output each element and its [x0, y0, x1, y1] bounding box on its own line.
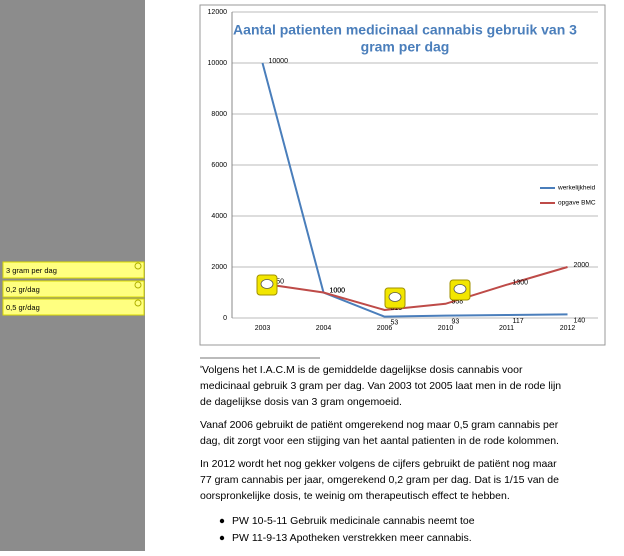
y-tick-label: 8000 [211, 111, 227, 118]
series-line [262, 266, 568, 311]
comment-close [134, 299, 142, 307]
x-tick-label: 2012 [560, 325, 576, 332]
paragraph-line: 77 gram cannabis per jaar, omgerekend 0,… [200, 474, 559, 486]
chart-title: gram per dag [361, 39, 450, 55]
chart-title: Aantal patienten medicinaal cannabis geb… [233, 22, 577, 38]
legend-label: opgave BMC [558, 200, 596, 207]
paragraph-line: medicinaal gebruik 3 gram per dag. Van 2… [200, 380, 561, 392]
comment-box [2, 298, 145, 316]
comment-bubble [453, 284, 467, 294]
data-label: 2000 [574, 262, 590, 269]
data-label: 1000 [330, 287, 346, 294]
comment-bubble [260, 279, 274, 289]
paragraph-line: oorspronkelijke dosis, te weinig om ther… [200, 490, 510, 502]
y-tick-label: 4000 [211, 213, 227, 220]
x-tick-label: 2003 [255, 325, 271, 332]
data-label: 1000 [330, 287, 346, 294]
paragraph-line: Vanaf 2006 gebruikt de patiënt omgereken… [200, 419, 559, 431]
paragraph-line: dag, dit zorgt voor een stijging van het… [200, 435, 559, 447]
data-label: 140 [574, 317, 586, 324]
paragraph-line: de dagelijkse dosis van 3 gram ongemoeid… [200, 396, 402, 408]
data-label: 10000 [269, 58, 289, 65]
comment-close [134, 281, 142, 289]
data-label: 93 [452, 318, 460, 325]
comment-box [2, 280, 145, 298]
bullet [219, 518, 225, 524]
y-tick-label: 12000 [208, 9, 228, 16]
x-tick-label: 2006 [377, 325, 393, 332]
bullet-text: PW 11-9-13 Apotheken verstrekken meer ca… [232, 532, 472, 544]
data-label: 1300 [513, 280, 529, 287]
x-tick-label: 2011 [499, 325, 514, 332]
y-tick-label: 6000 [211, 162, 227, 169]
bullet-text: PW 10-5-11 Gebruik medicinale cannabis n… [232, 515, 475, 527]
paragraph-line: In 2012 wordt het nog gekker volgens de … [200, 458, 557, 470]
y-tick-label: 10000 [208, 60, 228, 67]
comment-close [134, 262, 142, 270]
y-tick-label: 0 [223, 315, 227, 322]
series-line [261, 62, 568, 318]
x-tick-label: 2010 [438, 325, 454, 332]
data-label: 53 [391, 319, 399, 326]
bullet [219, 535, 225, 541]
x-tick-label: 2004 [316, 325, 332, 332]
paragraph-line: ʹVolgens het I.A.C.M is de gemiddelde da… [200, 364, 523, 376]
y-tick-label: 2000 [211, 264, 227, 271]
data-label: 558 [452, 299, 464, 306]
comment-box [2, 261, 145, 279]
data-label: 117 [513, 318, 524, 325]
comment-bubble [388, 292, 402, 302]
comment-text: 0,2 gr/dag [6, 285, 40, 294]
comment-text: 3 gram per dag [6, 266, 57, 275]
legend-label: werkelijkheid [557, 185, 596, 192]
comment-text: 0,5 gr/dag [6, 303, 40, 312]
